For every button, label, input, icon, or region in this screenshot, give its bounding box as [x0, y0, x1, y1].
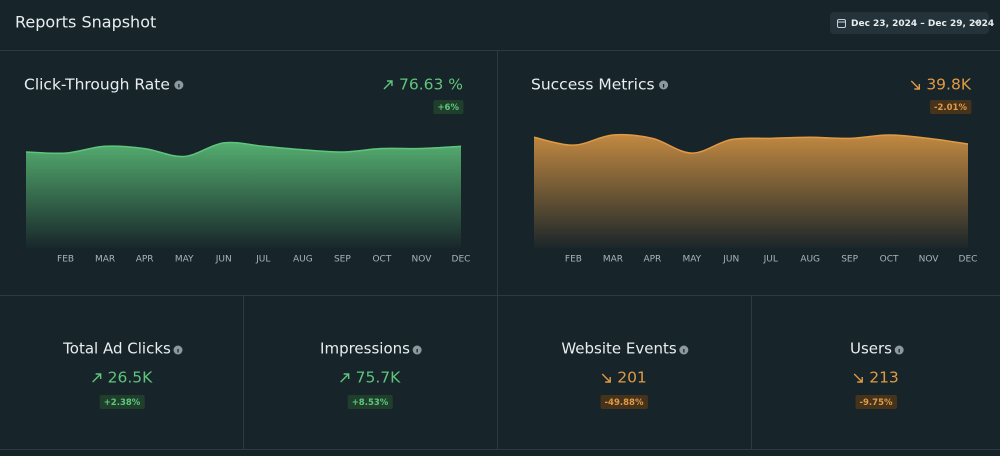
kpi-title: Users — [850, 340, 892, 358]
x-tick-label: SEP — [334, 255, 351, 265]
trend-arrow — [383, 80, 393, 90]
area-fill — [534, 134, 968, 248]
chart-value: 39.8K — [926, 76, 972, 94]
change-badge — [600, 395, 648, 409]
x-tick-label: APR — [643, 255, 661, 265]
change-badge — [99, 395, 145, 409]
x-tick-label: OCT — [880, 255, 899, 265]
date-range[interactable]: Dec 23, 2024 – Dec 29, 2024 — [851, 19, 994, 29]
trend-arrow — [92, 373, 102, 383]
x-tick-label: DEC — [452, 255, 471, 265]
change-label: -9.75% — [859, 398, 892, 408]
kpi-title: Impressions — [320, 340, 410, 358]
x-tick-label: MAR — [603, 255, 623, 265]
x-tick-label: MAY — [682, 255, 701, 265]
x-tick-label: AUG — [293, 255, 313, 265]
change-label: +2.38% — [104, 398, 141, 408]
x-tick-label: FEB — [565, 255, 582, 265]
kpi-value: 75.7K — [356, 369, 402, 387]
trend-arrow — [910, 80, 921, 90]
trend-arrow — [340, 373, 350, 383]
chart-title: Success Metrics — [531, 76, 655, 94]
chart-value: 76.63 % — [399, 76, 463, 94]
calendar-icon — [837, 19, 846, 28]
x-tick-label: NOV — [919, 255, 940, 265]
x-tick-label: DEC — [959, 255, 978, 265]
x-tick-label: FEB — [57, 255, 74, 265]
kpi-value: 213 — [869, 369, 899, 387]
chart-title: Click-Through Rate — [24, 76, 170, 94]
x-tick-label: JUN — [215, 255, 232, 265]
area-line — [533, 133, 969, 154]
caret-icon — [974, 21, 980, 25]
x-tick-label: AUG — [800, 255, 820, 265]
change-label: +8.53% — [352, 398, 389, 408]
x-tick-label: OCT — [372, 255, 391, 265]
area-line — [25, 141, 462, 158]
change-label: +6% — [437, 103, 459, 113]
area-fill — [26, 142, 461, 248]
x-tick-label: MAY — [175, 255, 194, 265]
change-badge — [347, 395, 393, 409]
x-tick-label: JUL — [763, 255, 778, 265]
change-badge — [433, 100, 464, 114]
dividers — [0, 50, 1000, 450]
x-tick-label: JUN — [722, 255, 739, 265]
kpi-title: Website Events — [561, 340, 677, 358]
change-badge — [929, 100, 972, 114]
date-picker[interactable] — [830, 12, 989, 34]
page-title: Reports Snapshot — [15, 13, 156, 32]
change-label: -49.88% — [605, 398, 644, 408]
kpi-value: 201 — [617, 369, 647, 387]
kpi-value: 26.5K — [108, 369, 154, 387]
x-tick-label: JUL — [255, 255, 270, 265]
trend-arrow — [853, 373, 863, 383]
x-tick-label: SEP — [841, 255, 858, 265]
kpi-title: Total Ad Clicks — [62, 340, 171, 358]
change-badge — [855, 395, 897, 409]
change-label: -2.01% — [934, 103, 967, 113]
trend-arrow — [601, 373, 611, 383]
x-tick-label: APR — [136, 255, 154, 265]
x-tick-label: MAR — [95, 255, 115, 265]
x-tick-label: NOV — [412, 255, 433, 265]
